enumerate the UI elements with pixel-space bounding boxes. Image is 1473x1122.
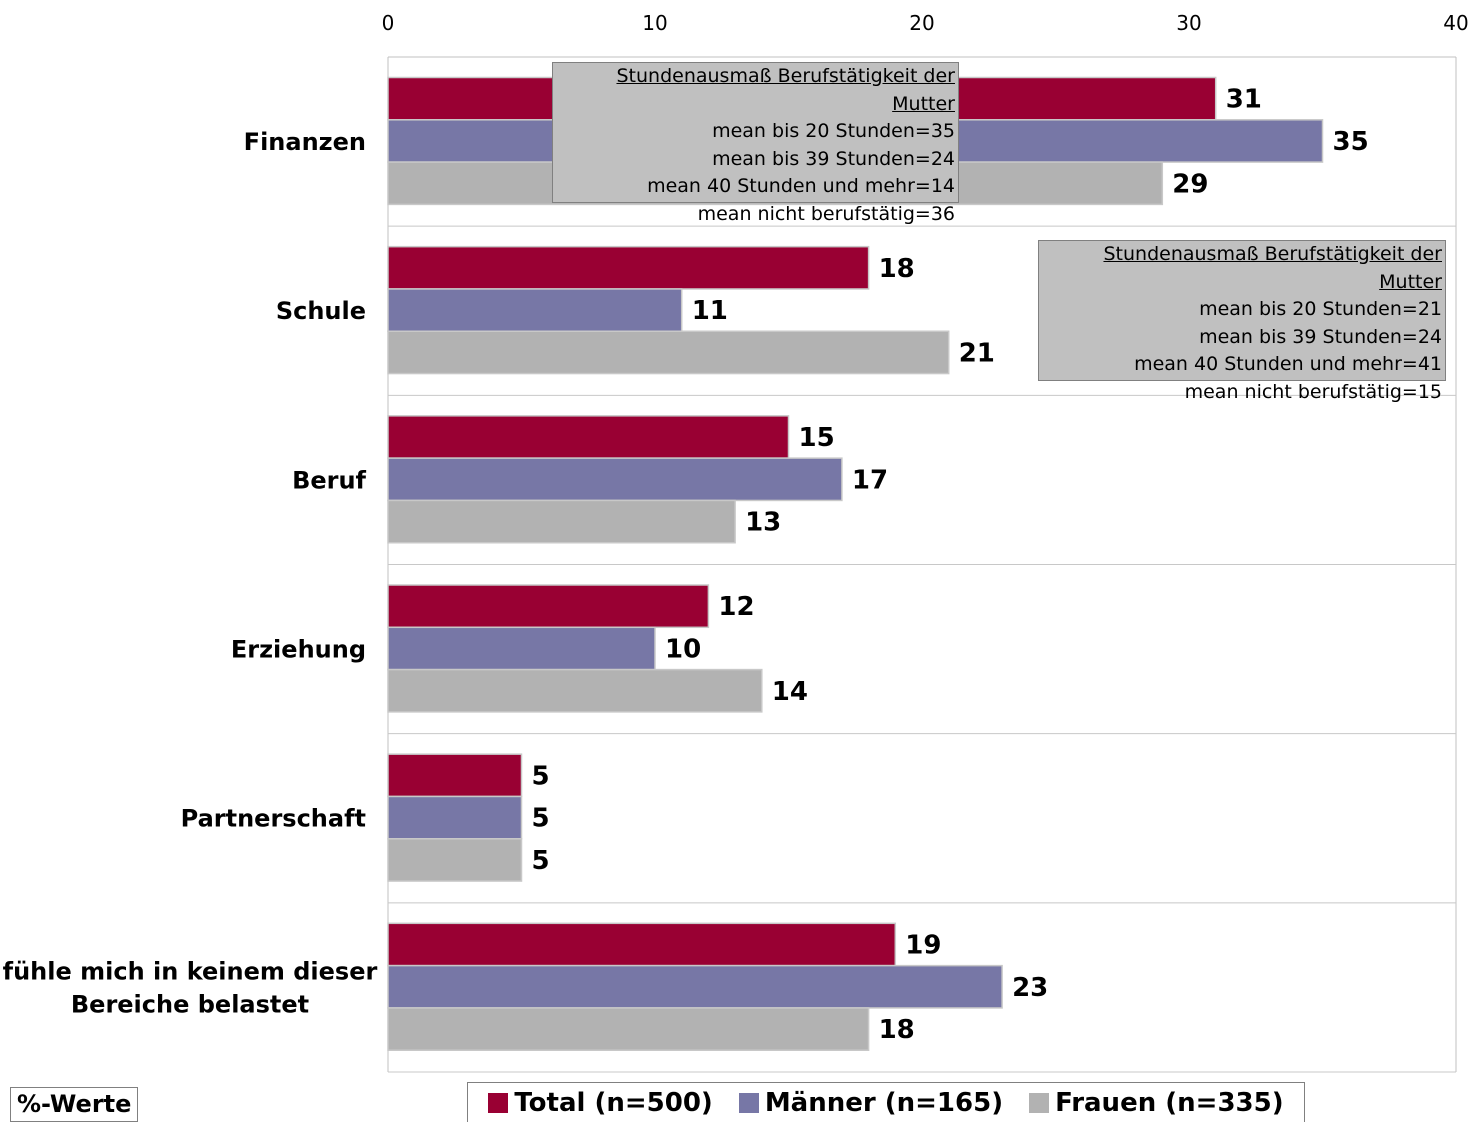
data-label: 13 — [745, 508, 781, 538]
data-label: 35 — [1333, 127, 1369, 157]
bar — [387, 1007, 870, 1051]
x-tick-label: 0 — [382, 11, 395, 35]
data-label: 11 — [692, 296, 728, 326]
annotation-title: Stundenausmaß Berufstätigkeit der Mutter — [616, 65, 955, 115]
x-tick-label: 40 — [1443, 11, 1468, 35]
data-label: 31 — [1226, 85, 1262, 115]
data-label: 15 — [799, 423, 835, 453]
x-tick-label: 20 — [909, 11, 934, 35]
bar — [387, 245, 870, 290]
legend-label-frauen: Frauen (n=335) — [1055, 1087, 1284, 1118]
annotation-title: Stundenausmaß Berufstätigkeit der Mutter — [1103, 243, 1442, 293]
bar — [387, 922, 897, 967]
data-label: 29 — [1172, 169, 1208, 199]
annotation-line: mean nicht berufstätig=15 — [1184, 380, 1442, 403]
x-tick-label: 10 — [642, 11, 667, 35]
bar — [387, 457, 843, 502]
data-label: 5 — [532, 804, 550, 834]
annotation-line: mean bis 39 Stunden=24 — [712, 147, 955, 170]
legend-swatch-maenner — [738, 1092, 759, 1113]
bar — [387, 499, 736, 544]
bar — [387, 626, 656, 671]
data-label: 23 — [1012, 973, 1048, 1003]
bar — [387, 415, 790, 459]
annotation-line: mean bis 39 Stunden=24 — [1199, 325, 1442, 348]
legend-label-total: Total (n=500) — [514, 1087, 713, 1118]
annotation-line: mean bis 20 Stunden=21 — [1199, 298, 1442, 320]
legend-label-maenner: Männer (n=165) — [764, 1087, 1004, 1118]
annotation-line: mean 40 Stunden und mehr=41 — [1134, 353, 1442, 375]
data-label: 18 — [879, 1015, 915, 1045]
annotation-line: mean 40 Stunden und mehr=14 — [647, 175, 955, 197]
x-tick-label: 30 — [1176, 11, 1201, 35]
data-label: 10 — [665, 634, 701, 664]
category-label: fühle mich in keinem dieser — [3, 957, 378, 985]
data-label: 12 — [718, 592, 754, 622]
annotation-box-schule: Stundenausmaß Berufstätigkeit der Mutter… — [1038, 240, 1446, 403]
data-label: 5 — [532, 761, 550, 791]
data-label: 18 — [879, 254, 915, 284]
legend-item-maenner: Männer (n=165) — [738, 1087, 1004, 1118]
category-label: Finanzen — [244, 128, 366, 156]
bar — [387, 964, 1003, 1009]
category-label: Schule — [276, 297, 366, 325]
bar — [387, 838, 523, 882]
bar — [387, 584, 710, 629]
bar — [387, 795, 523, 840]
legend-swatch-frauen — [1029, 1092, 1050, 1113]
bar — [387, 288, 683, 333]
legend-item-total: Total (n=500) — [488, 1087, 713, 1118]
data-label: 19 — [905, 930, 941, 960]
annotation-line: mean bis 20 Stunden=35 — [712, 120, 955, 142]
category-label: Partnerschaft — [181, 805, 366, 833]
category-label: Erziehung — [231, 635, 366, 663]
bar — [387, 330, 950, 375]
data-label: 5 — [532, 846, 550, 876]
unit-label: %-Werte — [10, 1087, 139, 1122]
category-label: Beruf — [292, 466, 366, 494]
bar — [387, 753, 523, 798]
category-label: Bereiche belastet — [71, 990, 309, 1018]
bar — [387, 668, 763, 713]
data-label: 17 — [852, 465, 888, 495]
data-label: 21 — [959, 338, 995, 368]
annotation-box-finanzen: Stundenausmaß Berufstätigkeit der Mutter… — [552, 62, 959, 225]
legend-item-frauen: Frauen (n=335) — [1029, 1088, 1284, 1118]
legend: Total (n=500) Männer (n=165) Frauen (n=3… — [467, 1082, 1305, 1122]
data-label: 14 — [772, 677, 808, 707]
legend-swatch-total — [488, 1092, 509, 1113]
annotation-line: mean nicht berufstätig=36 — [697, 202, 955, 225]
